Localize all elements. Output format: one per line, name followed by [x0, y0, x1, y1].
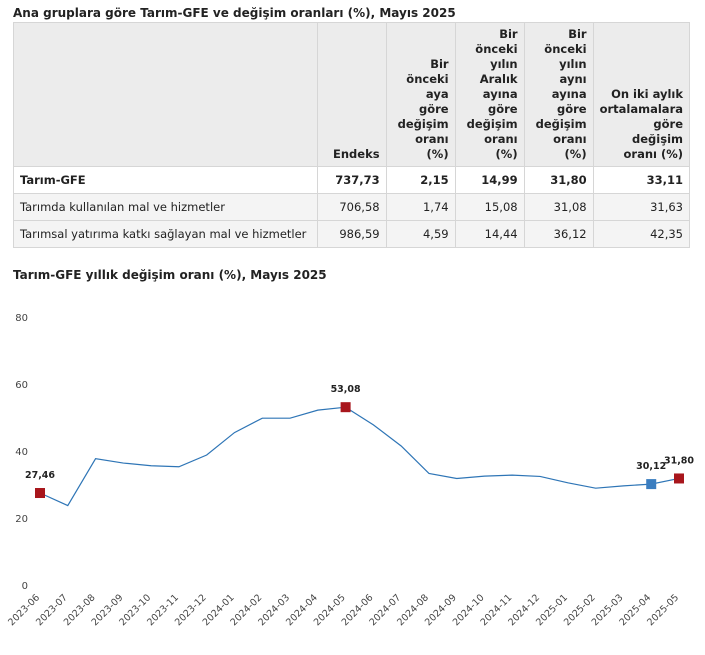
y-tick-label: 0: [22, 581, 28, 592]
y-tick-label: 60: [15, 380, 28, 391]
data-label: 30,12: [636, 461, 666, 472]
table-row: Tarımsal yatırıma katkı sağlayan mal ve …: [13, 220, 691, 248]
table-cell: 737,73: [316, 166, 387, 194]
y-tick-label: 40: [15, 447, 28, 458]
header-row: Endeks Bir önceki aya göre değişim oranı…: [13, 22, 691, 167]
data-label: 31,80: [664, 455, 694, 466]
highlight-marker: [340, 402, 351, 413]
table-title: Ana gruplara göre Tarım-GFE ve değişim o…: [13, 6, 456, 20]
table-cell: 42,35: [592, 220, 691, 248]
table-cell: Tarım-GFE: [13, 166, 318, 194]
table-cell: 4,59: [385, 220, 456, 248]
highlight-marker: [35, 488, 45, 499]
header-cell: Bir önceki yılın aynı ayına göre değişim…: [523, 22, 594, 167]
table-cell: 31,80: [523, 166, 594, 194]
table-cell: 1,74: [385, 193, 456, 221]
header-cell: Bir önceki yılın Aralık ayına göre değiş…: [454, 22, 525, 167]
data-label: 53,08: [331, 384, 361, 395]
table-cell: 31,63: [592, 193, 691, 221]
table-cell: 14,99: [454, 166, 525, 194]
data-label: 27,46: [25, 470, 55, 481]
data-table: Endeks Bir önceki aya göre değişim oranı…: [13, 22, 691, 248]
table-cell: 986,59: [316, 220, 387, 248]
table-cell: 36,12: [523, 220, 594, 248]
table-cell: 14,44: [454, 220, 525, 248]
header-cell: [13, 22, 318, 167]
header-cell: On iki aylık ortalamalara göre değişim o…: [592, 22, 691, 167]
table-cell: 706,58: [316, 193, 387, 221]
table-cell: Tarımda kullanılan mal ve hizmetler: [13, 193, 318, 221]
chart-title: Tarım-GFE yıllık değişim oranı (%), Mayı…: [13, 268, 327, 282]
table-cell: 33,11: [592, 166, 691, 194]
header-cell: Bir önceki aya göre değişim oranı (%): [385, 22, 456, 167]
table-row: Tarımda kullanılan mal ve hizmetler 706,5…: [13, 193, 691, 221]
y-tick-label: 20: [15, 514, 28, 525]
highlight-marker: [646, 479, 657, 490]
highlight-marker: [674, 473, 684, 484]
line-series: [39, 406, 680, 507]
table-cell: 31,08: [523, 193, 594, 221]
y-tick-label: 80: [15, 313, 28, 324]
table-cell: Tarımsal yatırıma katkı sağlayan mal ve …: [13, 220, 318, 248]
